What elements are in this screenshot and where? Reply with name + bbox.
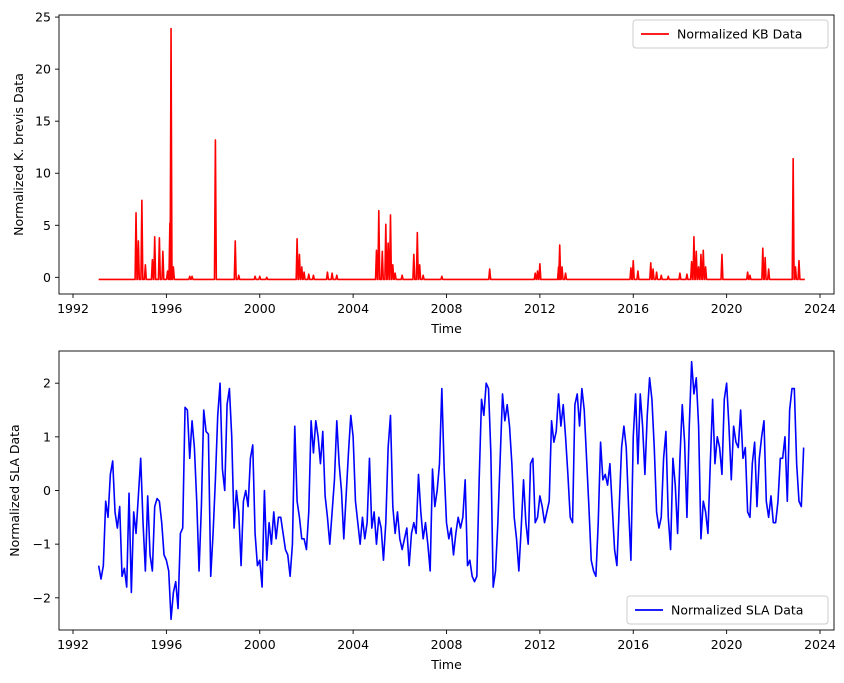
y-tick-label: −1 <box>33 537 51 552</box>
x-tick-label: 2024 <box>804 301 836 316</box>
y-tick-label: 2 <box>43 376 51 391</box>
x-axis-label: Time <box>430 657 462 672</box>
x-tick-label: 2012 <box>524 637 556 652</box>
x-tick-label: 2008 <box>431 637 463 652</box>
legend-label: Normalized KB Data <box>677 27 802 42</box>
legend: Normalized SLA Data <box>626 595 829 625</box>
x-tick-label: 2020 <box>711 301 743 316</box>
y-tick-label: 25 <box>35 10 51 25</box>
x-tick-label: 2024 <box>804 637 836 652</box>
kb-chart-panel: 1992 1996 2000 2004 2008 2012 2016 2020 2024 0 5 10… <box>11 10 836 336</box>
x-tick-label: 1996 <box>150 301 182 316</box>
y-tick-label: 0 <box>43 483 51 498</box>
x-tick-label: 1992 <box>57 637 89 652</box>
legend-box <box>626 595 829 625</box>
x-tick-label: 2020 <box>711 637 743 652</box>
y-tick-label: −2 <box>33 590 51 605</box>
legend-box <box>632 19 829 49</box>
legend: Normalized KB Data <box>632 19 829 49</box>
y-axis-label: Normalized K. brevis Data <box>11 73 26 236</box>
series-line-1-0 <box>97 360 805 621</box>
x-tick-label: 2004 <box>337 301 369 316</box>
x-tick-label: 2016 <box>617 301 649 316</box>
y-tick-label: 1 <box>43 429 51 444</box>
x-tick-label: 2000 <box>244 637 276 652</box>
y-axis-label: Normalized SLA Data <box>7 424 22 556</box>
x-tick-label: 2008 <box>431 301 463 316</box>
x-tick-label: 1992 <box>57 301 89 316</box>
y-tick-label: 5 <box>43 218 51 233</box>
y-tick-label: 15 <box>35 114 51 129</box>
x-tick-label: 2016 <box>617 637 649 652</box>
legend-label: Normalized SLA Data <box>671 603 803 618</box>
sla-chart-panel: 1992 1996 2000 2004 2008 2012 2016 2020 2024 −2 −1… <box>7 350 836 672</box>
axes-frame <box>58 14 835 295</box>
series-line-0-0 <box>98 27 805 281</box>
x-tick-label: 2012 <box>524 301 556 316</box>
axes-frame <box>58 350 835 631</box>
x-tick-label: 2000 <box>244 301 276 316</box>
x-axis-label: Time <box>430 321 462 336</box>
y-tick-label: 0 <box>43 270 51 285</box>
x-tick-label: 2004 <box>337 637 369 652</box>
y-tick-label: 20 <box>35 62 51 77</box>
x-tick-label: 1996 <box>150 637 182 652</box>
y-tick-label: 10 <box>35 166 51 181</box>
